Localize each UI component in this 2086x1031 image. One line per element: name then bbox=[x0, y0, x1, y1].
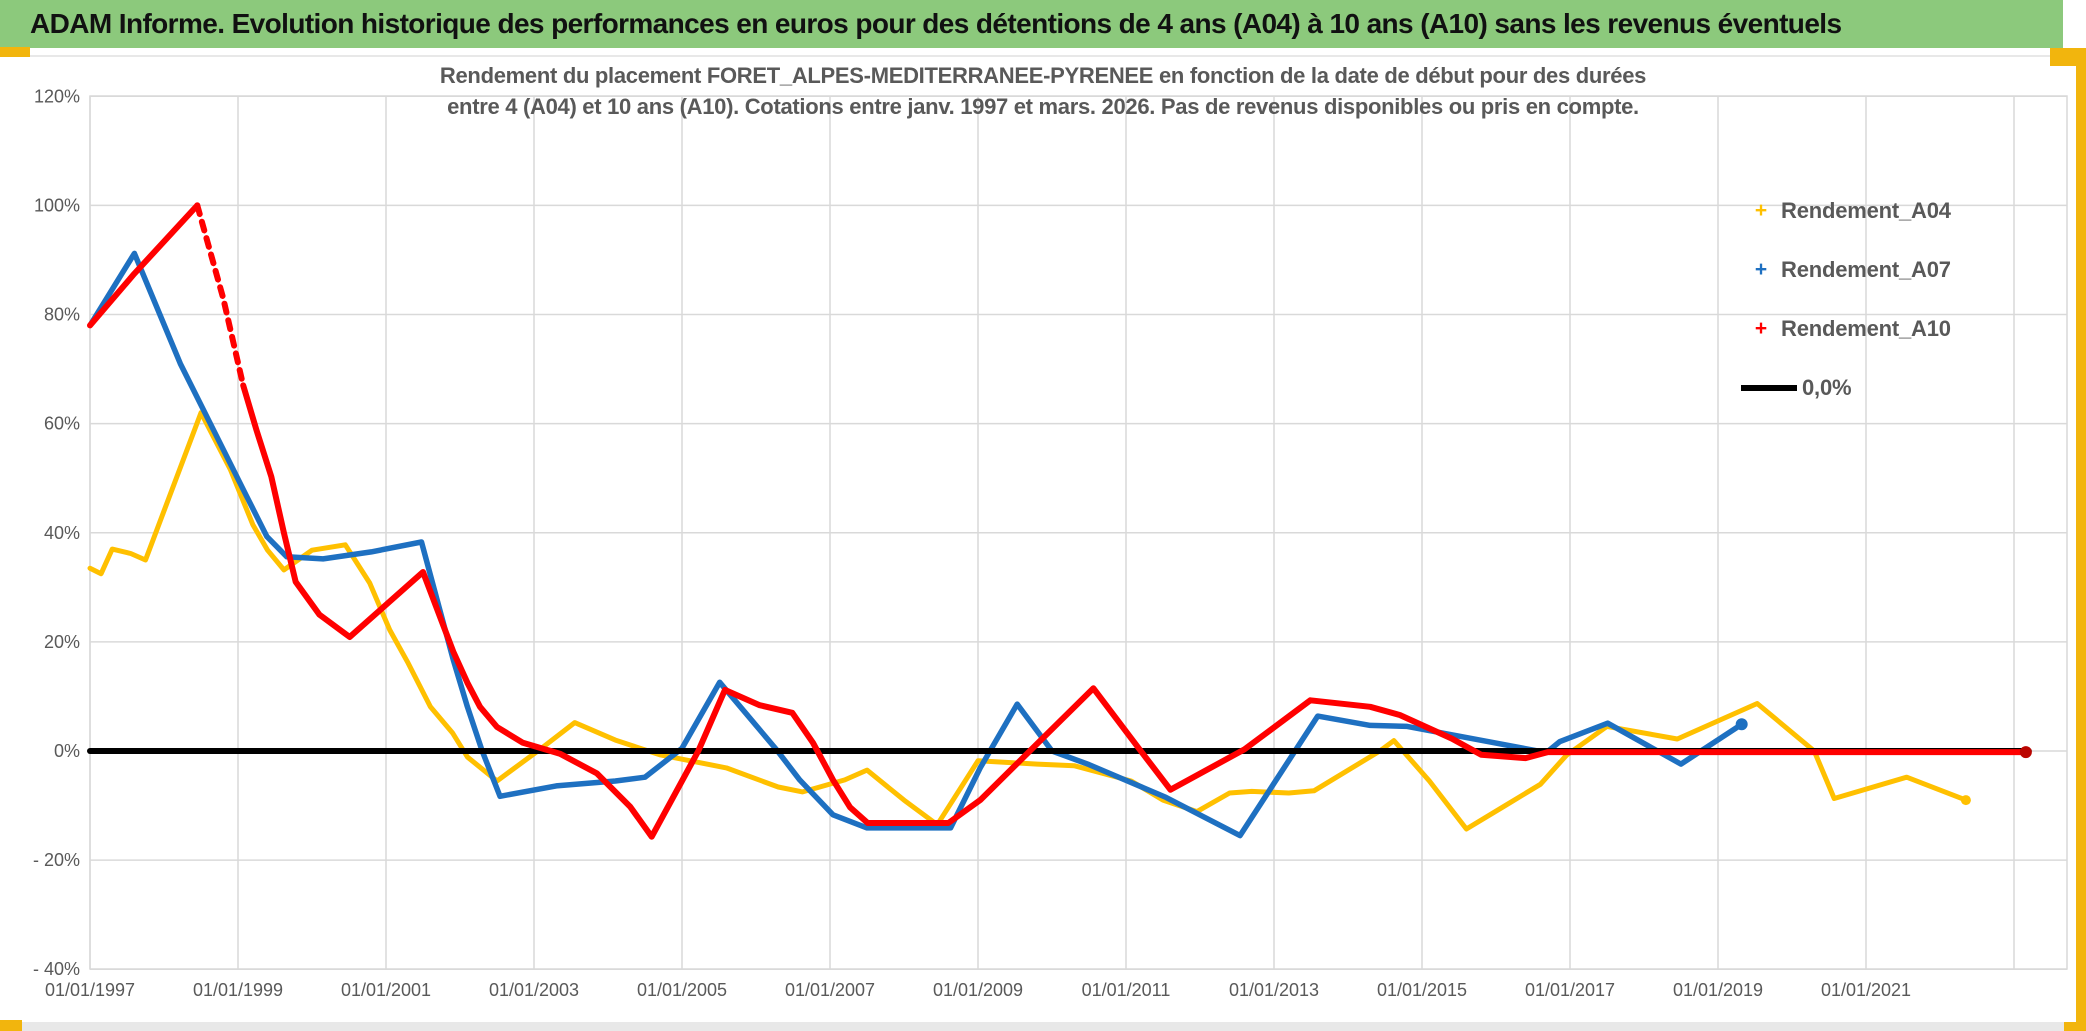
y-axis-tick-label: 100% bbox=[34, 195, 80, 215]
x-axis-tick-label: 01/01/2015 bbox=[1377, 980, 1467, 1000]
series-rendement-a10[interactable] bbox=[87, 202, 201, 329]
series-rendement-a04[interactable] bbox=[87, 410, 1969, 832]
x-axis-tick-label: 01/01/2007 bbox=[785, 980, 875, 1000]
x-axis-tick-label: 01/01/2019 bbox=[1673, 980, 1763, 1000]
plus-marker-icon: + bbox=[1754, 198, 1768, 222]
selection-border-right[interactable] bbox=[2076, 48, 2086, 1031]
chart-title: Rendement du placement FORET_ALPES-MEDIT… bbox=[0, 60, 2086, 122]
window-title: ADAM Informe. Evolution historique des p… bbox=[30, 8, 1842, 39]
window-bottom-strip bbox=[0, 1022, 2086, 1031]
x-axis-tick-label: 01/01/2009 bbox=[933, 980, 1023, 1000]
selection-handle-top-left[interactable] bbox=[0, 47, 30, 57]
x-axis-tick-label: 01/01/2021 bbox=[1821, 980, 1911, 1000]
window-title-bar: ADAM Informe. Evolution historique des p… bbox=[0, 0, 2063, 48]
chart-legend: + Rendement_A04 + Rendement_A07 + Rendem… bbox=[1741, 181, 1951, 417]
plus-marker-icon: + bbox=[1754, 257, 1768, 281]
selection-handle-bottom-right[interactable] bbox=[2064, 1022, 2086, 1031]
legend-item-rendement-a04[interactable]: + Rendement_A04 bbox=[1741, 181, 1951, 240]
y-axis-tick-label: 80% bbox=[44, 305, 80, 325]
series-rendement-a10-endcap bbox=[2019, 746, 2032, 759]
y-axis-tick-label: 120% bbox=[34, 86, 80, 106]
y-axis-tick-label: 0% bbox=[54, 741, 80, 761]
series-rendement-a07[interactable] bbox=[87, 250, 1745, 839]
legend-label: 0,0% bbox=[1802, 374, 1852, 400]
legend-label: Rendement_A07 bbox=[1781, 256, 1951, 282]
x-axis-tick-label: 01/01/2003 bbox=[489, 980, 579, 1000]
y-axis-tick-label: - 40% bbox=[33, 959, 80, 979]
chart-title-line2: entre 4 (A04) et 10 ans (A10). Cotations… bbox=[447, 94, 1639, 119]
plot-border bbox=[89, 95, 2068, 970]
title-divider bbox=[0, 55, 2076, 57]
x-axis-tick-label: 01/01/1997 bbox=[45, 980, 135, 1000]
x-axis-tick-label: 01/01/2005 bbox=[637, 980, 727, 1000]
plus-marker-icon: + bbox=[1754, 316, 1768, 340]
series-rendement-a04-endcap bbox=[1960, 795, 1971, 806]
x-axis-tick-label: 01/01/1999 bbox=[193, 980, 283, 1000]
series-rendement-a10[interactable] bbox=[194, 202, 247, 389]
legend-label: Rendement_A04 bbox=[1781, 197, 1951, 223]
y-axis-tick-label: - 20% bbox=[33, 850, 80, 870]
legend-item-rendement-a10[interactable]: + Rendement_A10 bbox=[1741, 299, 1951, 358]
selection-handle-bottom-left[interactable] bbox=[0, 1020, 22, 1031]
y-axis-tick-label: 60% bbox=[44, 414, 80, 434]
legend-label: Rendement_A10 bbox=[1781, 315, 1951, 341]
x-axis-tick-label: 01/01/2001 bbox=[341, 980, 431, 1000]
chart-title-line1: Rendement du placement FORET_ALPES-MEDIT… bbox=[439, 63, 1647, 88]
y-axis-tick-label: 40% bbox=[44, 523, 80, 543]
legend-item-zero-line[interactable]: 0,0% bbox=[1741, 358, 1951, 417]
series-rendement-a07-endcap bbox=[1735, 718, 1748, 731]
zero-line-swatch-icon bbox=[1741, 384, 1797, 391]
x-axis-tick-label: 01/01/2017 bbox=[1525, 980, 1615, 1000]
y-axis-tick-label: 20% bbox=[44, 632, 80, 652]
x-axis-tick-label: 01/01/2013 bbox=[1229, 980, 1319, 1000]
x-axis-tick-label: 01/01/2011 bbox=[1082, 980, 1171, 1000]
legend-item-rendement-a07[interactable]: + Rendement_A07 bbox=[1741, 240, 1951, 299]
series-rendement-a10[interactable] bbox=[240, 382, 2029, 840]
